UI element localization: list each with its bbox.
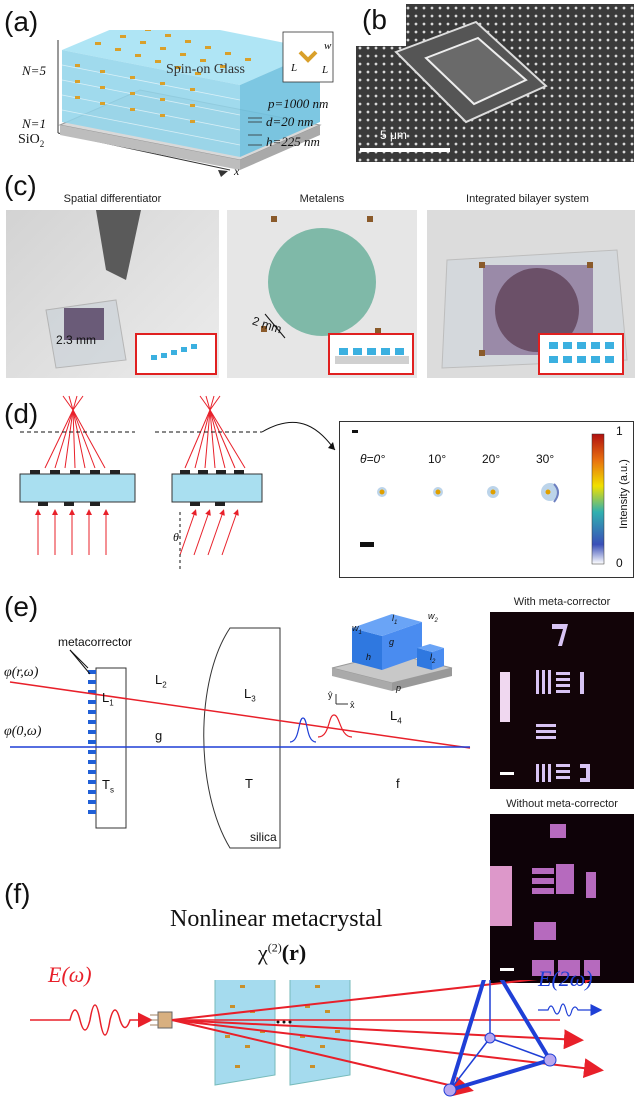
a-l2-label: L (322, 64, 329, 76)
c-title-metalens: Metalens (299, 193, 345, 205)
panel-c-letter: (c) (4, 170, 37, 201)
c-photo-differentiator (6, 210, 219, 378)
c-photo-metalens (227, 210, 417, 378)
f-e-out-label: E(2ω) (538, 966, 593, 991)
panel-f-diagram (30, 980, 604, 1097)
e-L4-label: L4 (390, 708, 402, 726)
d-angle-20: 20° (482, 452, 501, 466)
e-L2-label: L2 (155, 672, 167, 690)
c-photo-bilayer (427, 210, 635, 378)
panel-d-schematic (19, 395, 336, 570)
e-inset-p: p (396, 683, 402, 693)
panel-d-letter: (d) (4, 398, 39, 429)
b-scalebar-label: 5 μm (380, 128, 407, 142)
e-without-title: Without meta-corrector (506, 798, 618, 810)
a-x-axis-label: x (234, 164, 240, 178)
d-angle-30: 30° (536, 452, 555, 466)
d-angle-0: θ=0° (360, 452, 385, 466)
e-T-label: T (245, 776, 253, 791)
c-title-bilayer: Integrated bilayer system (466, 193, 589, 205)
e-inset-g: g (389, 637, 395, 647)
e-L1-label: L1 (102, 690, 114, 708)
a-h-label: h=225 nm (266, 134, 320, 149)
a-l1-label: L (291, 62, 298, 74)
f-chi-label: χ(2)(r) (258, 940, 307, 965)
d-angle-10: 10° (428, 452, 447, 466)
e-metacorrector-label: metacorrector (58, 635, 133, 649)
e-silica-label: silica (250, 830, 277, 844)
panel-f-letter: (f) (4, 878, 31, 909)
panel-a-schematic (57, 30, 334, 177)
a-n1-label: N=1 (22, 116, 46, 131)
e-phi-0-label: φ(0,ω) (4, 724, 42, 739)
e-inset-w2: w2 (428, 611, 438, 624)
a-n5-label: N=5 (22, 63, 46, 78)
e-inset-unit-cell (331, 614, 453, 705)
e-phi-r-label: φ(r,ω) (4, 665, 39, 680)
e-g-label: g (155, 728, 163, 743)
e-without-image (490, 814, 634, 983)
panel-e-diagram (9, 627, 471, 849)
e-inset-y: ŷ (328, 690, 333, 700)
d-colorbar-max: 1 (616, 424, 623, 438)
a-spin-on-glass: Spin-on Glass (166, 62, 245, 77)
c-title-spatial-differentiator: Spatial differentiator (63, 193, 162, 205)
panel-e-letter: (e) (4, 591, 39, 622)
e-inset-l1: l1 (392, 613, 398, 626)
d-psf-box: θ=0° 10° 20° 30° 1 0 Intensity (a.u.) (339, 421, 634, 578)
e-f-label: f (396, 776, 400, 791)
panel-b-letter: (b (362, 4, 387, 35)
f-e-in-label: E(ω) (48, 962, 92, 987)
d-theta-label: θ (173, 530, 179, 544)
e-inset-w1: w1 (352, 623, 362, 636)
e-Ts-label: Ts (102, 777, 114, 795)
f-title: Nonlinear metacrystal (170, 906, 383, 932)
panel-b-sem-image (356, 4, 634, 162)
e-inset-x: x̂ (350, 700, 355, 710)
e-with-image (490, 612, 634, 789)
e-with-title: With meta-corrector (513, 596, 611, 608)
e-inset-l2: l2 (430, 652, 436, 665)
e-inset-h: h (366, 652, 372, 662)
c-dim-2-3mm: 2.3 mm (56, 333, 97, 347)
a-p-label: p=1000 nm (268, 96, 329, 111)
d-colorbar-label: Intensity (a.u.) (618, 459, 630, 529)
a-w-label: w (324, 40, 332, 52)
a-sio2-label: SiO2 (18, 132, 45, 149)
d-psf-spots (377, 483, 559, 503)
a-d-label: d=20 nm (266, 114, 314, 129)
e-L3-label: L3 (244, 686, 256, 704)
panel-a-letter: (a) (4, 6, 39, 37)
d-colorbar-min: 0 (616, 556, 623, 570)
